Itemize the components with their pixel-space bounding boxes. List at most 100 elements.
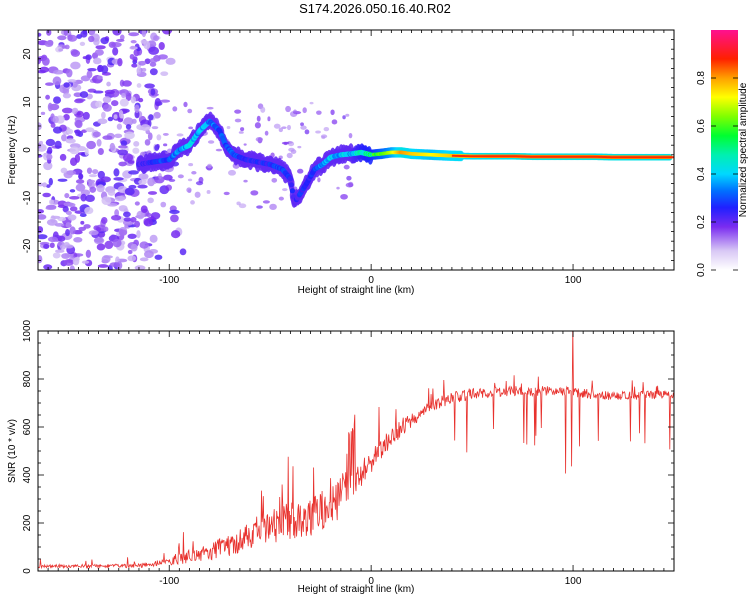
noise-blob	[149, 234, 158, 243]
noise-blob	[345, 182, 354, 188]
noise-blob	[136, 230, 141, 239]
noise-blob	[46, 30, 52, 36]
noise-blob	[158, 42, 165, 51]
noise-blob	[44, 40, 54, 48]
noise-blob	[116, 38, 125, 43]
noise-blob	[206, 190, 211, 194]
noise-blob	[80, 30, 88, 38]
noise-blob	[114, 195, 126, 202]
noise-blob	[163, 143, 168, 147]
noise-blob	[117, 149, 128, 156]
noise-blob	[281, 141, 290, 145]
noise-blob	[149, 62, 157, 67]
noise-blob	[297, 145, 302, 149]
noise-blob	[243, 143, 247, 146]
snr-y-tick-label: 0	[22, 568, 33, 574]
noise-blob	[123, 211, 131, 218]
noise-blob	[63, 82, 70, 88]
noise-blob	[148, 114, 154, 121]
noise-blob	[38, 142, 42, 149]
noise-blob	[78, 226, 87, 231]
noise-blob	[138, 60, 147, 66]
noise-blob	[139, 241, 149, 249]
noise-blob	[54, 249, 65, 253]
noise-blob	[131, 118, 137, 124]
noise-blob	[93, 90, 104, 94]
noise-blob	[176, 133, 184, 137]
snr-x-tick-label: 0	[368, 576, 374, 587]
noise-blob	[144, 250, 154, 259]
noise-blob	[46, 150, 53, 154]
noise-blob	[194, 191, 201, 198]
snr-x-tick-label: 100	[565, 576, 582, 587]
noise-blob	[149, 68, 158, 76]
snr-x-tick-label: -100	[159, 576, 179, 587]
noise-blob	[95, 100, 103, 108]
noise-blob	[102, 135, 113, 140]
track-core	[288, 182, 294, 188]
noise-blob	[323, 126, 330, 132]
noise-blob	[66, 128, 74, 135]
noise-blob	[92, 131, 101, 138]
noise-blob	[97, 170, 105, 179]
noise-blob	[112, 30, 122, 36]
noise-blob	[69, 189, 76, 193]
noise-blob	[65, 138, 76, 144]
noise-blob	[74, 98, 84, 104]
noise-blob	[71, 107, 79, 115]
noise-blob	[187, 178, 193, 182]
noise-blob	[114, 209, 120, 217]
noise-blob	[68, 195, 80, 200]
noise-blob	[118, 229, 128, 236]
snr-series-line	[38, 331, 674, 570]
noise-blob	[116, 123, 123, 130]
noise-blob	[140, 205, 148, 213]
noise-blob	[101, 111, 106, 119]
snr-plot-area	[38, 331, 674, 571]
noise-blob	[80, 220, 85, 225]
snr-y-tick-label: 800	[22, 370, 33, 387]
noise-blob	[273, 123, 281, 129]
noise-blob	[156, 134, 162, 141]
noise-blob	[130, 40, 137, 44]
noise-blob	[113, 114, 118, 120]
snr-ylabel: SNR (10 * v/v)	[7, 419, 18, 483]
noise-blob	[52, 115, 59, 124]
noise-blob	[188, 126, 194, 130]
noise-blob	[127, 249, 133, 255]
noise-blob	[38, 32, 42, 37]
noise-blob	[343, 164, 350, 170]
noise-blob	[93, 237, 105, 245]
noise-blob	[150, 88, 156, 96]
colorbar-tick-label: 0.8	[696, 71, 707, 85]
noise-blob	[48, 177, 53, 186]
noise-blob	[138, 179, 147, 185]
track-ridge	[451, 154, 674, 159]
noise-blob	[243, 179, 248, 183]
noise-blob	[59, 244, 66, 250]
noise-blob	[128, 32, 140, 37]
noise-blob	[47, 236, 59, 243]
noise-blob	[226, 125, 231, 130]
noise-blob	[151, 126, 159, 130]
noise-blob	[256, 115, 261, 122]
noise-blob	[278, 127, 284, 133]
noise-blob	[262, 200, 270, 204]
noise-blob	[254, 122, 261, 129]
noise-blob	[49, 242, 55, 249]
noise-blob	[64, 244, 74, 249]
noise-blob	[140, 124, 151, 131]
noise-blob	[165, 184, 172, 191]
noise-blob	[74, 119, 83, 129]
noise-blob	[130, 243, 138, 252]
noise-blob	[86, 140, 97, 150]
noise-blob	[125, 124, 132, 130]
noise-blob	[44, 82, 54, 86]
noise-blob	[149, 57, 158, 64]
noise-blob	[304, 129, 310, 135]
noise-blob	[63, 113, 70, 121]
noise-blob	[290, 149, 297, 154]
spectrogram-y-tick-label: 0	[22, 147, 33, 153]
snr-y-tick-label: 200	[22, 514, 33, 531]
